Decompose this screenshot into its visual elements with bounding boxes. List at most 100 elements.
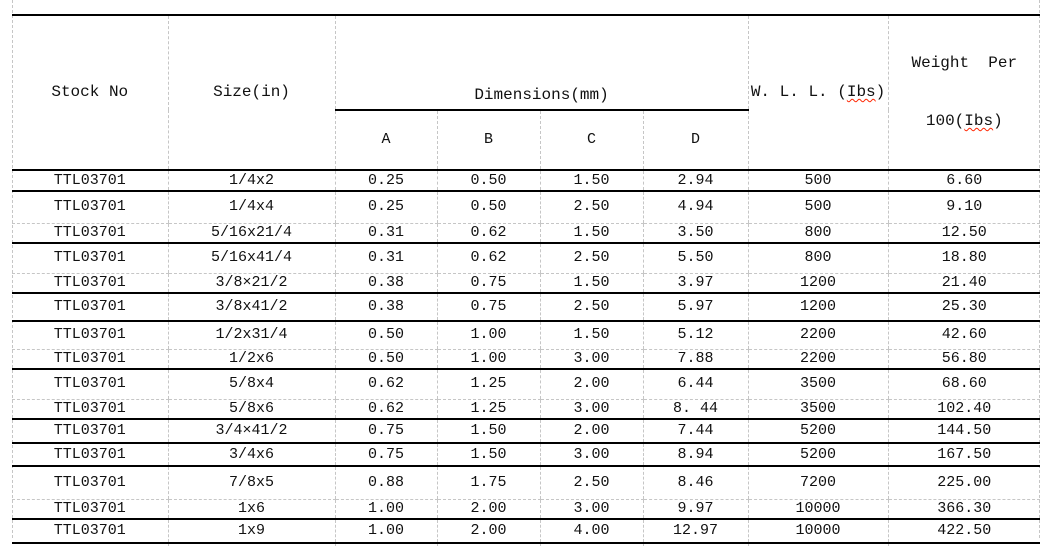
header-dim-b: B (436, 110, 540, 172)
header-weight-line1: Weight Per (911, 54, 1018, 73)
cell-dim-b: 0.62 (436, 242, 540, 275)
header-dim-a: A (334, 110, 437, 172)
cell-wll: 500 (747, 191, 889, 224)
cell-dim-a: 0.25 (334, 191, 437, 224)
cell-weight: 56.80 (887, 349, 1041, 370)
cell-dim-a: 0.38 (334, 273, 437, 295)
header-row-main: Stock No Size(in) Dimensions(mm) W. L. L… (12, 15, 1041, 172)
cell-dim-d: 3.97 (642, 273, 749, 295)
cell-dim-b: 0.50 (436, 191, 540, 224)
cell-dim-a: 0.75 (334, 443, 437, 468)
cell-stock-no: TTL03701 (12, 499, 168, 521)
cell-weight: 225.00 (887, 466, 1041, 500)
cell-dim-d: 3.50 (642, 223, 749, 244)
cell-size: 1/4x4 (167, 191, 335, 224)
cell-wll: 5200 (747, 443, 889, 468)
cell-dim-c: 2.50 (539, 466, 643, 500)
cell-size: 1/4x2 (167, 170, 335, 193)
cell-wll: 10000 (747, 499, 889, 521)
cell-dim-d: 6.44 (642, 368, 749, 401)
cell-dim-d: 8.94 (642, 443, 749, 468)
cell-dim-c: 3.00 (539, 399, 643, 421)
cell-dim-c: 1.50 (539, 223, 643, 244)
cell-dim-d: 5.97 (642, 293, 749, 323)
cell-size: 3/4×41/2 (167, 419, 335, 445)
table-row: TTL03701 7/8x5 0.88 1.75 2.50 8.46 7200 225.00 (12, 466, 1041, 500)
cell-dim-a: 0.62 (334, 368, 437, 401)
misspelled-word-ibs: Ibs (846, 82, 876, 101)
cell-stock-no: TTL03701 (12, 399, 168, 421)
cell-stock-no: TTL03701 (12, 293, 168, 323)
cell-weight: 12.50 (887, 223, 1041, 244)
cell-dim-a: 1.00 (334, 519, 437, 545)
table-row: TTL03701 5/8x6 0.62 1.25 3.00 8. 44 3500 102.40 (12, 399, 1041, 421)
cell-dim-a: 0.25 (334, 170, 437, 193)
cell-dim-c: 2.50 (539, 293, 643, 323)
cell-size: 3/8x41/2 (167, 293, 335, 323)
header-wll-suffix: ) (875, 82, 886, 101)
header-weight-line2: 100(Ibs) (925, 111, 1003, 130)
cell-wll: 800 (747, 242, 889, 275)
cell-size: 3/8×21/2 (167, 273, 335, 295)
cell-dim-a: 0.88 (334, 466, 437, 500)
cell-dim-a: 0.38 (334, 293, 437, 323)
cell-wll: 1200 (747, 293, 889, 323)
table-row: TTL03701 1/4x2 0.25 0.50 1.50 2.94 500 6.60 (12, 170, 1041, 193)
cell-weight: 144.50 (887, 419, 1041, 445)
cell-stock-no: TTL03701 (12, 242, 168, 275)
cell-size: 5/8x6 (167, 399, 335, 421)
cell-dim-c: 1.50 (539, 273, 643, 295)
cell-wll: 1200 (747, 273, 889, 295)
header-dim-d: D (642, 110, 749, 172)
cell-weight: 18.80 (887, 242, 1041, 275)
cell-weight: 102.40 (887, 399, 1041, 421)
cell-stock-no: TTL03701 (12, 321, 168, 350)
table-row: TTL03701 3/4x6 0.75 1.50 3.00 8.94 5200 167.50 (12, 443, 1041, 468)
cell-dim-b: 1.00 (436, 349, 540, 370)
cell-wll: 3500 (747, 368, 889, 401)
cell-stock-no: TTL03701 (12, 191, 168, 224)
cell-dim-b: 1.50 (436, 443, 540, 468)
cell-dim-d: 8. 44 (642, 399, 749, 421)
cell-weight: 167.50 (887, 443, 1041, 468)
product-spec-table: Stock No Size(in) Dimensions(mm) W. L. L… (12, 14, 1041, 546)
cell-stock-no: TTL03701 (12, 349, 168, 370)
cell-stock-no: TTL03701 (12, 170, 168, 193)
cell-dim-c: 1.50 (539, 321, 643, 350)
cell-dim-b: 0.62 (436, 223, 540, 244)
cell-size: 1x6 (167, 499, 335, 521)
cell-size: 5/16x21/4 (167, 223, 335, 244)
cell-dim-a: 0.50 (334, 321, 437, 350)
cell-wll: 800 (747, 223, 889, 244)
cell-wll: 10000 (747, 519, 889, 545)
table-row: TTL03701 1x9 1.00 2.00 4.00 12.97 10000 422.50 (12, 519, 1041, 545)
cell-dim-d: 12.97 (642, 519, 749, 545)
cell-dim-b: 0.50 (436, 170, 540, 193)
header-dim-c: C (539, 110, 643, 172)
cell-stock-no: TTL03701 (12, 419, 168, 445)
cell-dim-b: 2.00 (436, 519, 540, 545)
cell-dim-a: 0.62 (334, 399, 437, 421)
cell-dim-b: 2.00 (436, 499, 540, 521)
cell-weight: 42.60 (887, 321, 1041, 350)
table-row: TTL03701 5/8x4 0.62 1.25 2.00 6.44 3500 68.60 (12, 368, 1041, 401)
header-size: Size(in) (167, 15, 335, 172)
cell-weight: 68.60 (887, 368, 1041, 401)
cell-dim-a: 1.00 (334, 499, 437, 521)
cell-wll: 7200 (747, 466, 889, 500)
table-row: TTL03701 3/4×41/2 0.75 1.50 2.00 7.44 5200 144.… (12, 419, 1041, 445)
cell-weight: 422.50 (887, 519, 1041, 545)
cell-wll: 500 (747, 170, 889, 193)
cell-weight: 25.30 (887, 293, 1041, 323)
cell-stock-no: TTL03701 (12, 273, 168, 295)
table-row: TTL03701 1/4x4 0.25 0.50 2.50 4.94 500 9.10 (12, 191, 1041, 224)
cell-weight: 21.40 (887, 273, 1041, 295)
cell-weight: 9.10 (887, 191, 1041, 224)
header-weight-per-100: Weight Per 100(Ibs) (887, 15, 1041, 172)
cell-stock-no: TTL03701 (12, 466, 168, 500)
cell-dim-d: 7.44 (642, 419, 749, 445)
cell-dim-d: 4.94 (642, 191, 749, 224)
cell-dim-c: 2.00 (539, 368, 643, 401)
